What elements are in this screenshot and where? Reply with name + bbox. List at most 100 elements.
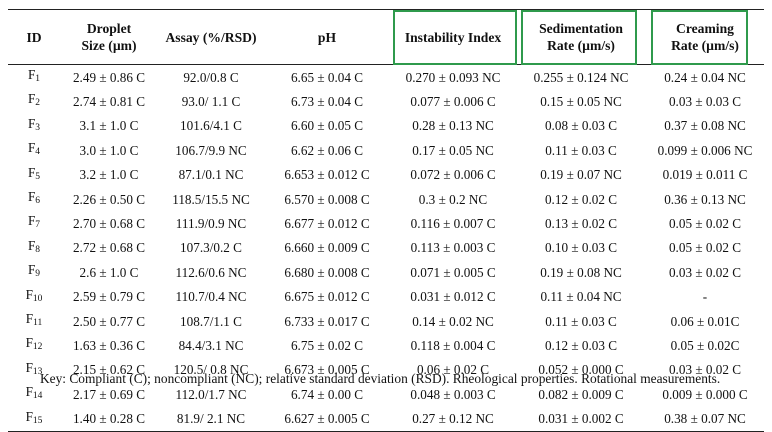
ph-cell: 6.75 ± 0.02 C (290, 337, 364, 353)
instability-index-cell: 0.113 ± 0.003 C (410, 240, 496, 256)
creaming-rate-cell: 0.03 ± 0.03 C (668, 93, 742, 109)
droplet-size-cell: 2.74 ± 0.81 C (72, 93, 146, 109)
droplet-size-cell: 3.0 ± 1.0 C (79, 142, 139, 158)
sedimentation-rate-cell: 0.11 ± 0.04 NC (540, 289, 622, 305)
assay-cell: 118.5/15.5 NC (172, 191, 250, 207)
table-row: F11 2.50 ± 0.77 C 108.7/1.1 C 6.733 ± 0.017… (8, 309, 764, 333)
table-row: F9 2.6 ± 1.0 C 112.6/0.6 NC 6.680 ± 0.008 C… (8, 260, 764, 284)
assay-cell: 87.1/0.1 NC (178, 167, 244, 183)
header-sedimentation-rate: Sedimentation Rate (µm/s) (516, 10, 646, 65)
creaming-rate-cell: - (702, 289, 708, 305)
table-row: F15 1.40 ± 0.28 C 81.9/ 2.1 NC 6.627 ± 0.00… (8, 406, 764, 432)
ph-cell: 6.733 ± 0.017 C (284, 313, 370, 329)
row-id: F13 (25, 359, 43, 377)
sedimentation-rate-cell: 0.255 ± 0.124 NC (533, 69, 629, 85)
table-row: F13 2.15 ± 0.62 C 120.5/ 0.8 NC 6.673 ± 0.0… (8, 358, 764, 382)
instability-index-cell: 0.3 ± 0.2 NC (418, 191, 488, 207)
header-id: ID (8, 10, 60, 65)
ph-cell: 6.627 ± 0.005 C (264, 406, 390, 432)
sedimentation-rate-cell: 0.10 ± 0.03 C (544, 240, 618, 256)
creaming-rate-cell: 0.38 ± 0.07 NC (646, 406, 764, 432)
table-row: F10 2.59 ± 0.79 C 110.7/0.4 NC 6.675 ± 0.01… (8, 285, 764, 309)
creaming-rate-cell: 0.03 ± 0.02 C (668, 264, 742, 280)
sedimentation-rate-cell: 0.11 ± 0.03 C (545, 142, 617, 158)
ph-cell: 6.660 ± 0.009 C (284, 240, 370, 256)
creaming-rate-cell: 0.019 ± 0.011 C (662, 167, 748, 183)
assay-cell: 101.6/4.1 C (180, 118, 242, 134)
creaming-rate-cell: 0.24 ± 0.04 NC (664, 69, 746, 85)
ph-cell: 6.570 ± 0.008 C (284, 191, 370, 207)
assay-cell: 110.7/0.4 NC (175, 289, 247, 305)
table-row: F8 2.72 ± 0.68 C 107.3/0.2 C 6.660 ± 0.009 … (8, 236, 764, 260)
row-id: F3 (27, 115, 41, 133)
table-row: F6 2.26 ± 0.50 C 118.5/15.5 NC 6.570 ± 0.00… (8, 187, 764, 211)
row-id-subscript: 10 (32, 293, 43, 304)
table-page: ID Droplet Size (µm) Assay (%/RSD) pH Ins… (8, 9, 764, 432)
creaming-rate-cell: 0.099 ± 0.006 NC (657, 142, 753, 158)
droplet-size-cell: 3.2 ± 1.0 C (79, 167, 139, 183)
sedimentation-rate-cell: 0.15 ± 0.05 NC (540, 93, 622, 109)
row-id: F15 (8, 406, 60, 432)
ph-cell: 6.680 ± 0.008 C (284, 264, 370, 280)
results-table: ID Droplet Size (µm) Assay (%/RSD) pH Ins… (8, 10, 764, 432)
row-id: F4 (27, 140, 41, 158)
header-ph: pH (264, 10, 390, 65)
table-row: F5 3.2 ± 1.0 C 87.1/0.1 NC 6.653 ± 0.012 C 0… (8, 163, 764, 187)
table-row: F12 1.63 ± 0.36 C 84.4/3.1 NC 6.75 ± 0.02 C… (8, 333, 764, 357)
assay-cell: 112.0/1.7 NC (175, 386, 247, 402)
instability-index-cell: 0.071 ± 0.005 C (410, 264, 496, 280)
ph-cell: 6.60 ± 0.05 C (290, 118, 364, 134)
assay-cell: 112.6/0.6 NC (175, 264, 247, 280)
droplet-size-cell: 2.15 ± 0.62 C (72, 362, 146, 378)
assay-cell: 92.0/0.8 C (183, 69, 239, 85)
ph-cell: 6.673 ± 0.005 C (284, 362, 370, 378)
droplet-size-cell: 2.49 ± 0.86 C (72, 69, 146, 85)
instability-index-cell: 0.17 ± 0.05 NC (412, 142, 494, 158)
table-row: F7 2.70 ± 0.68 C 111.9/0.9 NC 6.677 ± 0.012… (8, 211, 764, 235)
ph-cell: 6.653 ± 0.012 C (284, 167, 370, 183)
creaming-rate-cell: 0.009 ± 0.000 C (662, 386, 748, 402)
highlight-box-creaming-rate (651, 10, 748, 65)
droplet-size-cell: 2.70 ± 0.68 C (72, 215, 146, 231)
ph-cell: 6.73 ± 0.04 C (290, 93, 364, 109)
header-creaming-rate: Creaming Rate (µm/s) (646, 10, 764, 65)
row-id-subscript: 7 (35, 220, 41, 231)
row-id: F10 (25, 286, 43, 304)
assay-cell: 107.3/0.2 C (180, 240, 242, 256)
sedimentation-rate-cell: 0.08 ± 0.03 C (544, 118, 618, 134)
sedimentation-rate-cell: 0.12 ± 0.02 C (544, 191, 618, 207)
row-id: F7 (27, 213, 41, 231)
creaming-rate-cell: 0.05 ± 0.02 C (668, 215, 742, 231)
instability-index-cell: 0.27 ± 0.12 NC (390, 406, 516, 432)
table-row: F4 3.0 ± 1.0 C 106.7/9.9 NC 6.62 ± 0.06 C 0.… (8, 138, 764, 162)
row-id-subscript: 12 (32, 342, 43, 353)
instability-index-cell: 0.118 ± 0.004 C (410, 337, 496, 353)
header-droplet-size: Droplet Size (µm) (60, 10, 158, 65)
assay-cell: 106.7/9.9 NC (175, 142, 247, 158)
row-id: F6 (27, 189, 41, 207)
droplet-size-cell: 3.1 ± 1.0 C (79, 118, 139, 134)
creaming-rate-cell: 0.03 ± 0.02 C (668, 362, 742, 378)
table-row: F1 2.49 ± 0.86 C 92.0/0.8 C 6.65 ± 0.04 C 0.… (8, 65, 764, 90)
ph-cell: 6.65 ± 0.04 C (290, 69, 364, 85)
row-id: F12 (25, 335, 43, 353)
row-id: F2 (27, 91, 41, 109)
table-footnote: Key: Compliant (C); noncompliant (NC); r… (40, 371, 721, 386)
sedimentation-rate-cell: 0.13 ± 0.02 C (544, 215, 618, 231)
row-id-subscript: 11 (33, 318, 43, 329)
header-assay: Assay (%/RSD) (158, 10, 264, 65)
sedimentation-rate-cell: 0.082 ± 0.009 C (538, 386, 624, 402)
header-instability-index: Instability Index (390, 10, 516, 65)
row-id: F5 (27, 164, 41, 182)
sedimentation-rate-cell: 0.052 ± 0.000 C (538, 362, 624, 378)
instability-index-cell: 0.048 ± 0.003 C (410, 386, 496, 402)
row-id-subscript: 6 (35, 196, 41, 207)
creaming-rate-cell: 0.05 ± 0.02 C (668, 240, 742, 256)
assay-cell: 120.5/ 0.8 NC (173, 362, 249, 378)
creaming-rate-cell: 0.37 ± 0.08 NC (664, 118, 746, 134)
row-id-subscript: 1 (35, 74, 41, 84)
sedimentation-rate-cell: 0.12 ± 0.03 C (544, 337, 618, 353)
table-row: F14 2.17 ± 0.69 C 112.0/1.7 NC 6.74 ± 0.00 … (8, 382, 764, 406)
ph-cell: 6.62 ± 0.06 C (290, 142, 364, 158)
row-id: F11 (25, 311, 43, 329)
